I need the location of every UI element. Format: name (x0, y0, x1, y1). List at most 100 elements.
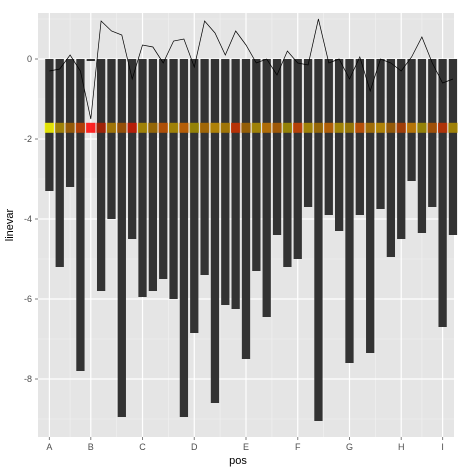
y-axis-title: linevar (4, 208, 16, 241)
strip-tile (448, 122, 458, 133)
bar (262, 59, 271, 317)
strip-tile (44, 122, 55, 133)
strip-tile (199, 122, 210, 133)
x-axis: A B C D E F G H I (46, 437, 444, 452)
strip-tile (179, 122, 189, 133)
x-tick-label: G (346, 442, 353, 452)
bar (200, 59, 209, 275)
strip-tile (137, 122, 148, 133)
strip-tile (96, 122, 106, 133)
strip-tile (65, 122, 75, 133)
bars (45, 59, 458, 421)
x-tick-label: D (191, 442, 198, 452)
bar (96, 59, 106, 291)
strip-tile (303, 122, 313, 133)
line-series (49, 18, 454, 120)
bar (107, 59, 116, 219)
bar (55, 59, 64, 267)
strip-tile (375, 122, 386, 133)
bar (366, 59, 375, 353)
bar (448, 59, 458, 235)
strip-tile (334, 122, 344, 133)
bar (169, 59, 178, 299)
strip-tile (437, 122, 448, 133)
bar (86, 59, 95, 61)
strip-tile (55, 122, 65, 133)
bar (190, 59, 199, 333)
bar (210, 59, 220, 403)
bar (159, 59, 168, 279)
bar (148, 59, 158, 291)
color-strip (44, 122, 458, 133)
strip-tile (158, 122, 168, 133)
x-tick-label: I (441, 442, 444, 452)
strip-tile (324, 122, 334, 133)
strip-tile (75, 122, 86, 133)
bar (324, 59, 333, 215)
strip-tile (189, 122, 199, 133)
strip-tile (106, 122, 117, 133)
x-tick-label: B (88, 442, 94, 452)
y-tick-label: -6 (24, 294, 32, 304)
bar (397, 59, 406, 239)
bar (345, 59, 354, 363)
strip-tile (355, 122, 365, 133)
series-line (49, 18, 454, 120)
x-tick-label: F (295, 442, 301, 452)
bar (179, 59, 189, 417)
strip-tile (148, 122, 158, 133)
bar (252, 59, 261, 271)
strip-tile (241, 122, 251, 133)
y-tick-label: -2 (24, 134, 32, 144)
strip-tile (272, 122, 282, 133)
x-tick-label: A (46, 442, 52, 452)
bar (231, 59, 240, 309)
y-tick-label: -8 (24, 374, 32, 384)
strip-tile (365, 122, 375, 133)
strip-tile (127, 122, 137, 133)
strip-tile (210, 122, 220, 133)
strip-tile (396, 122, 406, 133)
strip-tile (282, 122, 293, 133)
strip-tile (230, 122, 241, 133)
strip-tile (427, 122, 437, 133)
x-axis-title: pos (229, 455, 247, 467)
bar (221, 59, 230, 305)
bar (283, 59, 292, 267)
bar (417, 59, 427, 233)
y-tick-label: -4 (24, 214, 32, 224)
bar (272, 59, 282, 235)
strip-tile (406, 122, 417, 133)
x-tick-label: C (139, 442, 146, 452)
strip-tile (220, 122, 230, 133)
x-tick-label: E (243, 442, 249, 452)
bar (128, 59, 137, 239)
bar (386, 59, 396, 257)
strip-tile (262, 122, 272, 133)
bar (138, 59, 147, 297)
x-tick-label: H (398, 442, 405, 452)
strip-tile (344, 122, 355, 133)
strip-tile (417, 122, 427, 133)
bar (76, 59, 85, 371)
bar (334, 59, 344, 231)
bar (407, 59, 416, 181)
bar (314, 59, 323, 421)
strip-tile (86, 122, 96, 133)
y-tick-label: 0 (27, 54, 32, 64)
strip-tile (386, 122, 396, 133)
bar (303, 59, 313, 207)
bar (355, 59, 364, 215)
bar (428, 59, 437, 207)
strip-tile (168, 122, 179, 133)
bar (376, 59, 385, 209)
strip-tile (251, 122, 262, 133)
strip-tile (117, 122, 127, 133)
bar (241, 59, 251, 359)
bar (117, 59, 126, 417)
strip-tile (293, 122, 303, 133)
strip-tile (313, 122, 324, 133)
y-axis: 0 -2 -4 -6 -8 (24, 54, 38, 384)
bar (293, 59, 302, 259)
